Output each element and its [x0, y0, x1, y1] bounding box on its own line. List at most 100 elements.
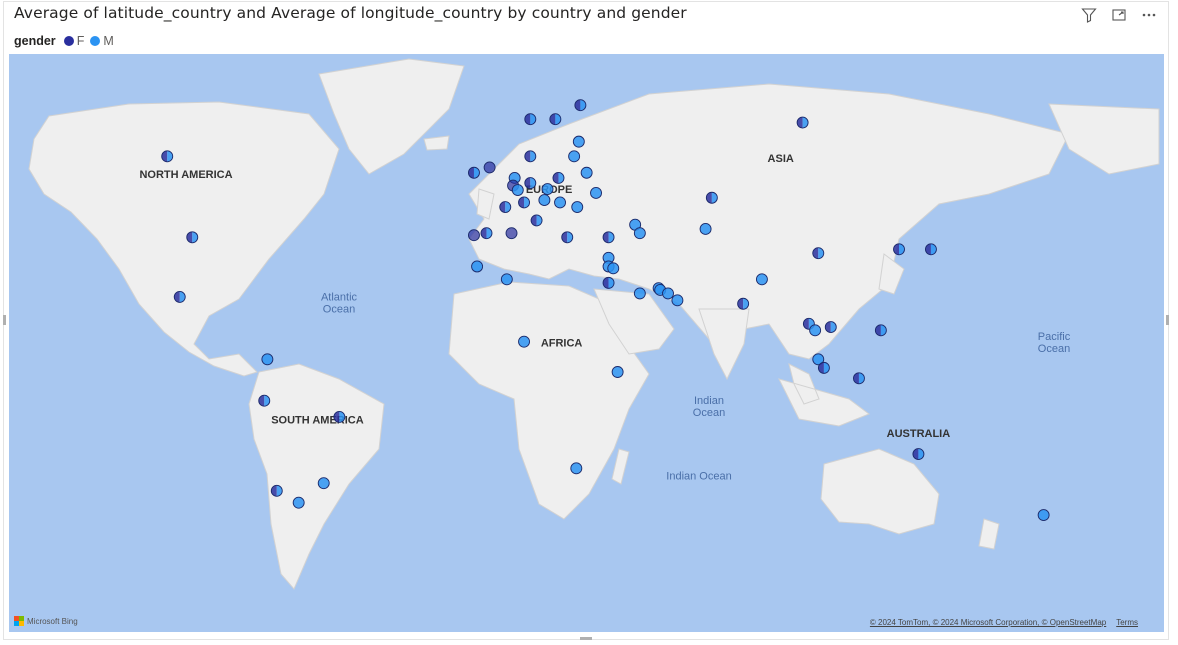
microsoft-logo-icon: [14, 616, 24, 626]
map-point[interactable]: [607, 262, 620, 275]
map-point[interactable]: [261, 353, 274, 366]
map-point[interactable]: [699, 223, 712, 235]
map-point[interactable]: [524, 150, 537, 163]
map-point[interactable]: [530, 214, 543, 227]
resize-handle-left[interactable]: [3, 315, 6, 325]
data-points: [161, 99, 1050, 521]
map-point[interactable]: [737, 297, 750, 310]
map-attribution: © 2024 TomTom, © 2024 Microsoft Corporat…: [870, 618, 1138, 627]
ocean-label: Indian Ocean: [693, 395, 725, 419]
map-point[interactable]: [292, 496, 305, 509]
legend-item-f[interactable]: F: [63, 34, 85, 48]
map-point[interactable]: [570, 462, 583, 475]
ocean-label: Pacific Ocean: [1038, 331, 1071, 355]
map-point[interactable]: [853, 372, 865, 385]
map-point[interactable]: [893, 243, 905, 256]
map-point[interactable]: [912, 448, 925, 461]
map-point[interactable]: [538, 194, 551, 207]
map-point[interactable]: [568, 150, 581, 163]
chukotka-landmass: [1048, 103, 1160, 175]
terms-link[interactable]: Terms: [1116, 618, 1138, 627]
madagascar-landmass: [611, 448, 630, 485]
resize-handle-right[interactable]: [1166, 315, 1169, 325]
greenland-landmass: [318, 58, 465, 175]
south-america-landmass: [248, 363, 385, 590]
map-point[interactable]: [549, 113, 562, 126]
filter-icon[interactable]: [1080, 6, 1098, 24]
map-point[interactable]: [552, 172, 565, 184]
map-point[interactable]: [468, 229, 480, 242]
map-point[interactable]: [161, 150, 174, 163]
legend-label-f: F: [76, 34, 85, 48]
map-point[interactable]: [471, 260, 484, 273]
map-point[interactable]: [824, 321, 837, 334]
map-point[interactable]: [602, 231, 615, 244]
focus-mode-icon[interactable]: [1110, 6, 1128, 24]
map-point[interactable]: [258, 394, 271, 407]
map-point[interactable]: [554, 196, 566, 209]
continent-label: NORTH AMERICA: [139, 169, 232, 181]
map-point[interactable]: [317, 477, 330, 490]
map-point[interactable]: [705, 191, 718, 204]
continent-label: ASIA: [768, 153, 794, 165]
southeast-asia-landmass: [778, 363, 871, 427]
map-point[interactable]: [500, 273, 513, 286]
map-point[interactable]: [1037, 509, 1050, 521]
india-landmass: [698, 308, 750, 381]
map-point[interactable]: [518, 335, 530, 348]
map-point[interactable]: [812, 247, 825, 260]
map-point[interactable]: [480, 227, 493, 240]
map-point[interactable]: [186, 231, 199, 244]
map-point[interactable]: [505, 227, 518, 240]
legend-title: gender: [14, 34, 56, 48]
map-point[interactable]: [173, 290, 186, 303]
more-options-icon[interactable]: [1140, 6, 1158, 24]
map-point[interactable]: [611, 366, 624, 378]
map-point[interactable]: [524, 113, 537, 126]
map-point[interactable]: [541, 183, 554, 195]
ocean-label: Atlantic Ocean: [321, 291, 358, 315]
resize-handle-bottom[interactable]: [580, 637, 592, 640]
map-point[interactable]: [874, 324, 887, 337]
map-point[interactable]: [333, 410, 346, 423]
map-point[interactable]: [590, 186, 602, 199]
map-point[interactable]: [796, 116, 809, 129]
map-point[interactable]: [809, 324, 822, 337]
japan-landmass: [878, 253, 905, 295]
iceland-landmass: [423, 135, 450, 151]
map-point[interactable]: [561, 231, 574, 244]
visual-title: Average of latitude_country and Average …: [14, 4, 687, 22]
map-point[interactable]: [817, 361, 830, 374]
map-point[interactable]: [518, 196, 530, 209]
map-point[interactable]: [524, 177, 537, 190]
map-point[interactable]: [571, 201, 584, 214]
map-point[interactable]: [602, 276, 615, 289]
map-point[interactable]: [483, 161, 496, 174]
map-point[interactable]: [662, 287, 674, 300]
map-point[interactable]: [574, 99, 587, 112]
legend-item-m[interactable]: M: [90, 34, 114, 48]
map-point[interactable]: [499, 201, 512, 214]
map-point[interactable]: [671, 294, 684, 307]
map-point[interactable]: [270, 484, 283, 497]
map-point[interactable]: [580, 166, 593, 179]
map-point[interactable]: [468, 166, 480, 179]
map-point[interactable]: [633, 227, 646, 240]
map-point[interactable]: [755, 273, 768, 286]
continent-label: SOUTH AMERICA: [271, 414, 364, 426]
map-point[interactable]: [511, 184, 524, 196]
map-point[interactable]: [572, 135, 585, 148]
north-america-landmass: [28, 101, 340, 377]
new-zealand-landmass: [978, 518, 1000, 550]
map-point[interactable]: [924, 243, 937, 256]
map-point[interactable]: [633, 287, 646, 300]
bing-attribution[interactable]: Microsoft Bing: [14, 616, 78, 626]
continent-label: AFRICA: [541, 338, 583, 350]
map-point[interactable]: [812, 353, 825, 366]
bing-label: Microsoft Bing: [27, 616, 78, 626]
attribution-text[interactable]: © 2024 TomTom, © 2024 Microsoft Corporat…: [869, 618, 1107, 627]
africa-landmass: [448, 281, 650, 520]
